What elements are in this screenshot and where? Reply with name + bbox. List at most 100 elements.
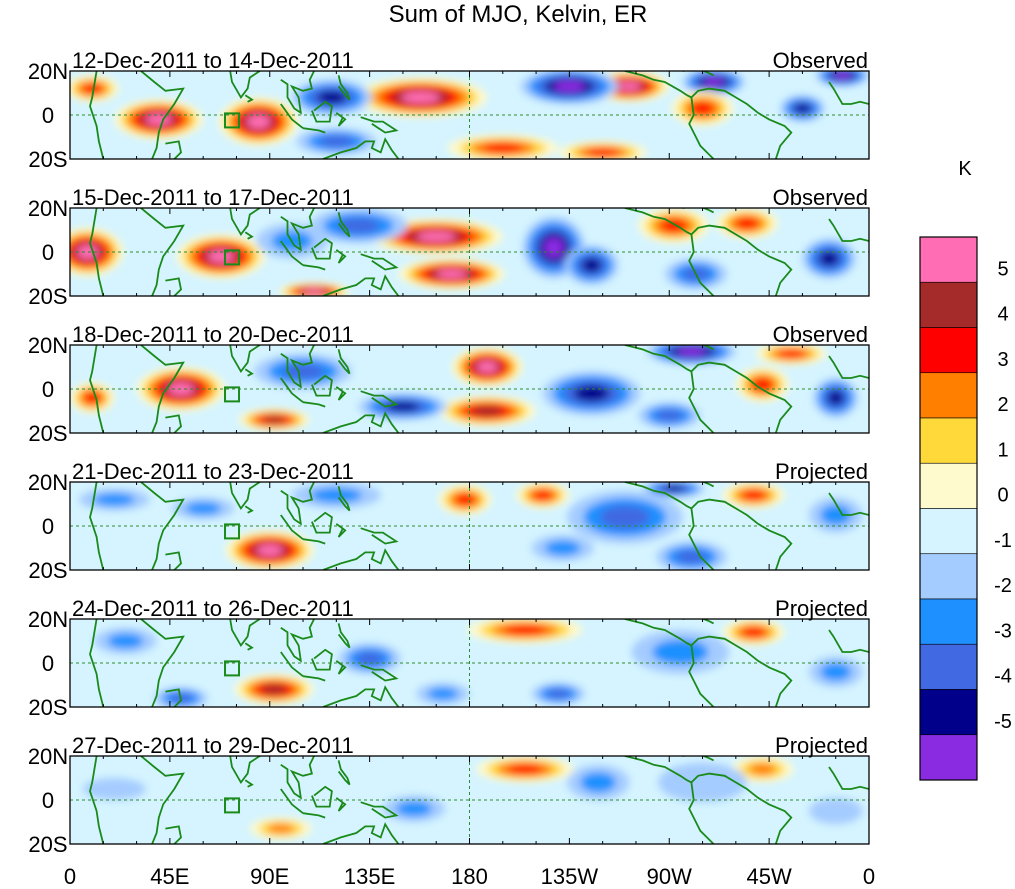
region-box xyxy=(224,797,241,814)
coastline xyxy=(244,368,254,377)
coastline xyxy=(302,401,326,408)
anomaly-contour xyxy=(317,91,347,104)
anomaly-field xyxy=(94,619,863,707)
coastline xyxy=(302,812,326,819)
coastline xyxy=(194,482,262,511)
coastline xyxy=(624,619,692,647)
anomaly-contour xyxy=(676,550,707,564)
coastline xyxy=(280,514,304,540)
coastline xyxy=(280,71,315,115)
colorbar-swatch xyxy=(919,462,978,509)
region-box xyxy=(224,523,241,540)
anomaly-contour xyxy=(267,823,295,834)
lon-tick-label: 0 xyxy=(863,864,875,889)
panel-1: 12-Dec-2011 to 14-Dec-2011 Observed 20N 0 20… xyxy=(28,48,870,172)
region-box xyxy=(224,386,241,403)
anomaly-contour xyxy=(655,409,683,422)
anomaly-contour xyxy=(546,689,570,699)
panel-4: 21-Dec-2011 to 23-Dec-2011 Projected 20N 0 2… xyxy=(28,459,870,583)
lat-tick-label: 0 xyxy=(42,514,54,539)
anomaly-contour xyxy=(794,103,811,114)
lon-tick-label: 135E xyxy=(344,864,395,889)
colorbar-tick-label: 1 xyxy=(997,439,1008,461)
coastlines xyxy=(89,482,869,570)
panel-5: 24-Dec-2011 to 26-Dec-2011 Projected 20N 0 2… xyxy=(28,596,870,720)
region-box xyxy=(224,112,241,129)
colorbar-tick-label: 5 xyxy=(997,258,1008,280)
anomaly-contour xyxy=(256,544,283,556)
anomaly-contour xyxy=(416,231,456,242)
coastline xyxy=(194,619,262,648)
lon-tick-label: 180 xyxy=(451,864,488,889)
colorbar-tick-label: -5 xyxy=(994,711,1012,733)
colorbar-swatch xyxy=(919,643,978,690)
coastline xyxy=(624,208,692,236)
coastlines xyxy=(89,756,869,844)
coastline xyxy=(322,822,400,844)
coastline xyxy=(335,386,347,401)
coastline xyxy=(311,785,333,808)
panel-status-label: Projected xyxy=(775,596,868,621)
coastline xyxy=(302,127,326,134)
anomaly-contour xyxy=(84,392,101,404)
coastline xyxy=(624,345,692,373)
colorbar-unit: K xyxy=(958,158,972,180)
lat-tick-label: 20N xyxy=(28,196,68,221)
coastline xyxy=(194,756,262,785)
anomaly-contour xyxy=(319,135,354,148)
coastline xyxy=(335,797,347,812)
anomaly-contour xyxy=(827,390,844,405)
coastline xyxy=(690,224,793,296)
coastline xyxy=(311,374,333,397)
coastline xyxy=(140,756,185,844)
anomaly-contour xyxy=(581,258,602,273)
coastline xyxy=(360,390,399,408)
coastline xyxy=(682,345,715,351)
coastline xyxy=(244,642,254,651)
lat-tick-label: 20S xyxy=(28,695,67,720)
coastline xyxy=(280,103,304,129)
anomaly-contour xyxy=(356,651,384,666)
coastline xyxy=(360,116,399,134)
anomaly-contour xyxy=(401,91,441,104)
coastline xyxy=(690,498,793,570)
anomaly-contour xyxy=(658,762,747,803)
coastline xyxy=(89,482,105,570)
coastline xyxy=(335,523,347,538)
coastline xyxy=(140,345,185,433)
colorbar-swatch xyxy=(919,689,978,736)
colorbar-swatch xyxy=(919,417,978,464)
colorbar-tick-label: 3 xyxy=(997,349,1008,371)
coastline xyxy=(280,756,315,800)
coastline xyxy=(682,482,715,488)
coastline xyxy=(688,508,715,570)
coastline xyxy=(140,71,185,159)
anomaly-contour xyxy=(455,494,475,506)
anomaly-contour xyxy=(820,504,852,526)
anomaly-contour xyxy=(742,627,765,637)
anomaly-contour xyxy=(476,361,498,373)
lat-tick-label: 20S xyxy=(28,147,67,172)
coastline xyxy=(89,619,105,707)
panel-date-label: 15-Dec-2011 to 17-Dec-2011 xyxy=(72,185,354,210)
colorbar-tick-label: -1 xyxy=(994,530,1012,552)
anomaly-contour xyxy=(691,102,714,115)
anomaly-contour xyxy=(573,385,610,402)
lon-tick-label: 90E xyxy=(250,864,289,889)
colorbar-tick-label: -2 xyxy=(994,575,1012,597)
colorbar-tick-label: 0 xyxy=(997,485,1008,507)
coastline xyxy=(828,218,869,242)
anomaly-field xyxy=(70,71,869,159)
anomaly-contour xyxy=(544,540,581,556)
lat-tick-label: 0 xyxy=(42,103,54,128)
coastline xyxy=(828,81,869,105)
coastline xyxy=(165,414,182,433)
anomaly-contour xyxy=(107,633,144,649)
coastline xyxy=(690,772,793,844)
coastline xyxy=(322,685,400,707)
panel-date-label: 24-Dec-2011 to 26-Dec-2011 xyxy=(72,596,354,621)
coastline xyxy=(624,71,692,99)
coastline xyxy=(244,505,254,514)
panels-group: 12-Dec-2011 to 14-Dec-2011 Observed 20N 0 20… xyxy=(28,48,870,857)
